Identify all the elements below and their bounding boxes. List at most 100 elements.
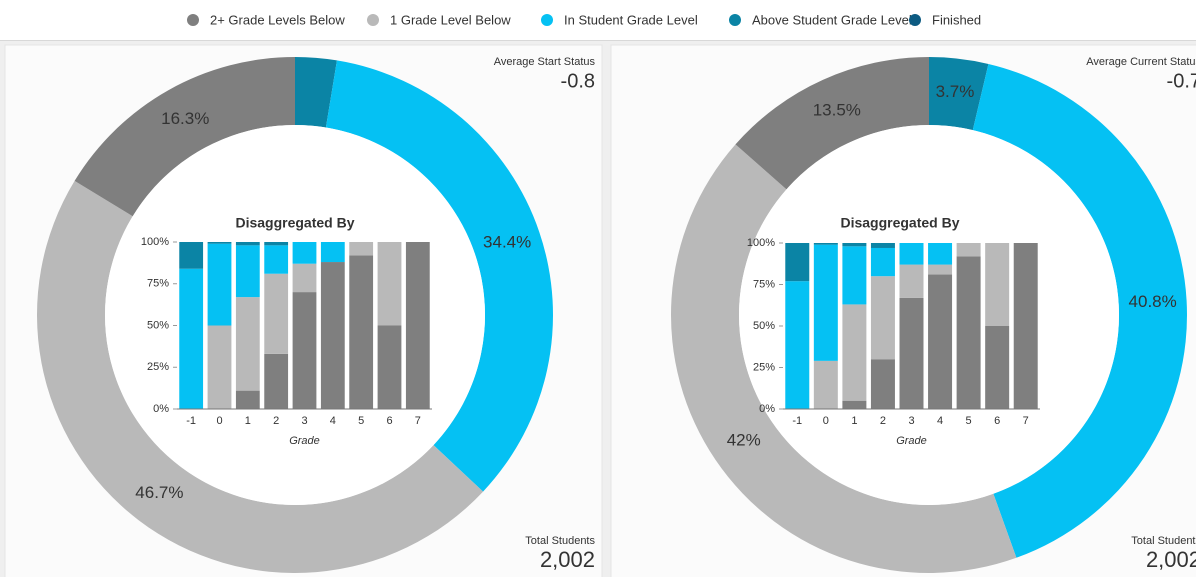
legend-label: Above Student Grade Level (752, 12, 912, 27)
bar-segment (870, 276, 895, 360)
slice-label: 40.8% (1129, 292, 1177, 311)
donut-slice (929, 57, 989, 131)
total-label: Total Students (1131, 535, 1196, 547)
bar-segment (899, 264, 924, 298)
bar-segment (377, 242, 402, 326)
legend-bar (0, 0, 1196, 40)
legend-swatch (187, 14, 199, 26)
donut-slice (36, 180, 484, 574)
bar-segment (349, 255, 374, 409)
bar-segment (405, 242, 430, 409)
x-tick-label: 2 (273, 415, 279, 427)
slice-label: 46.7% (135, 483, 183, 502)
bar-segment (207, 242, 232, 244)
bar-segment (842, 400, 867, 409)
bar-segment (813, 244, 838, 361)
legend-shadow (0, 40, 1196, 41)
bar-segment (179, 242, 204, 269)
bar-segment (292, 263, 317, 293)
slice-label: 3.7% (936, 82, 975, 101)
bar-segment (956, 243, 981, 257)
legend-label: Finished (932, 12, 981, 27)
x-tick-label: 3 (908, 415, 914, 427)
x-tick-label: -1 (186, 415, 196, 427)
x-tick-label: 5 (966, 415, 972, 427)
bar-segment (292, 242, 317, 264)
slice-label: 16.3% (161, 109, 209, 128)
bar-segment (207, 243, 232, 326)
stat-label: Average Start Status (494, 56, 596, 68)
stat-value: -0.7 (1167, 70, 1196, 92)
donut-slice (325, 60, 554, 492)
x-tick-label: 4 (330, 415, 336, 427)
chart-title: Disaggregated By (840, 215, 959, 231)
legend-swatch (909, 14, 921, 26)
x-tick-label: 0 (823, 415, 829, 427)
total-value: 2,002 (540, 547, 595, 572)
bar-segment (842, 243, 867, 247)
bar-segment (842, 304, 867, 401)
x-tick-label: 0 (216, 415, 222, 427)
bar-segment (985, 243, 1010, 326)
x-axis-label: Grade (896, 435, 927, 447)
bar-segment (264, 242, 289, 246)
y-tick-label: 50% (753, 320, 775, 332)
bar-segment (985, 326, 1010, 409)
legend-label: 1 Grade Level Below (390, 12, 511, 27)
bar-segment (956, 256, 981, 409)
bar-segment (349, 242, 374, 256)
x-tick-label: 6 (386, 415, 392, 427)
legend-swatch (367, 14, 379, 26)
legend-swatch (541, 14, 553, 26)
bar-segment (928, 264, 953, 275)
bar-segment (292, 292, 317, 409)
donut-slice (74, 57, 295, 217)
y-tick-label: 100% (141, 236, 169, 248)
bar-segment (179, 268, 204, 409)
y-tick-label: 25% (753, 361, 775, 373)
stat-label: Average Current Status (1086, 56, 1196, 68)
legend-label: In Student Grade Level (564, 12, 698, 27)
bar-segment (842, 246, 867, 305)
bar-segment (264, 245, 289, 274)
bar-segment (870, 243, 895, 248)
total-value: 2,002 (1146, 547, 1196, 572)
donut-slice (295, 57, 337, 128)
slice-label: 42% (727, 430, 761, 449)
y-tick-label: 0% (153, 403, 169, 415)
bar-segment (1013, 243, 1038, 409)
stat-value: -0.8 (561, 70, 595, 92)
bar-segment (264, 273, 289, 354)
bar-segment (207, 325, 232, 409)
y-tick-label: 25% (147, 361, 169, 373)
x-tick-label: 5 (358, 415, 364, 427)
legend-label: 2+ Grade Levels Below (210, 12, 345, 27)
bar-segment (235, 297, 260, 391)
legend-swatch (729, 14, 741, 26)
donut-slice (671, 144, 1017, 574)
y-tick-label: 75% (147, 278, 169, 290)
bar-segment (235, 245, 260, 298)
y-tick-label: 100% (747, 237, 775, 249)
x-tick-label: 6 (994, 415, 1000, 427)
total-label: Total Students (525, 535, 595, 547)
bar-segment (899, 243, 924, 265)
bar-segment (813, 360, 838, 409)
bar-segment (320, 242, 345, 263)
x-tick-label: -1 (792, 415, 802, 427)
bar-segment (928, 274, 953, 409)
x-tick-label: 2 (880, 415, 886, 427)
bar-segment (870, 247, 895, 277)
slice-label: 13.5% (813, 100, 861, 119)
y-tick-label: 0% (759, 403, 775, 415)
bar-segment (235, 242, 260, 246)
bar-segment (813, 243, 838, 245)
bar-segment (928, 243, 953, 265)
donut-slice (735, 57, 929, 190)
x-axis-label: Grade (289, 435, 320, 447)
bar-segment (264, 353, 289, 409)
bar-segment (870, 359, 895, 409)
y-tick-label: 75% (753, 278, 775, 290)
x-tick-label: 3 (301, 415, 307, 427)
